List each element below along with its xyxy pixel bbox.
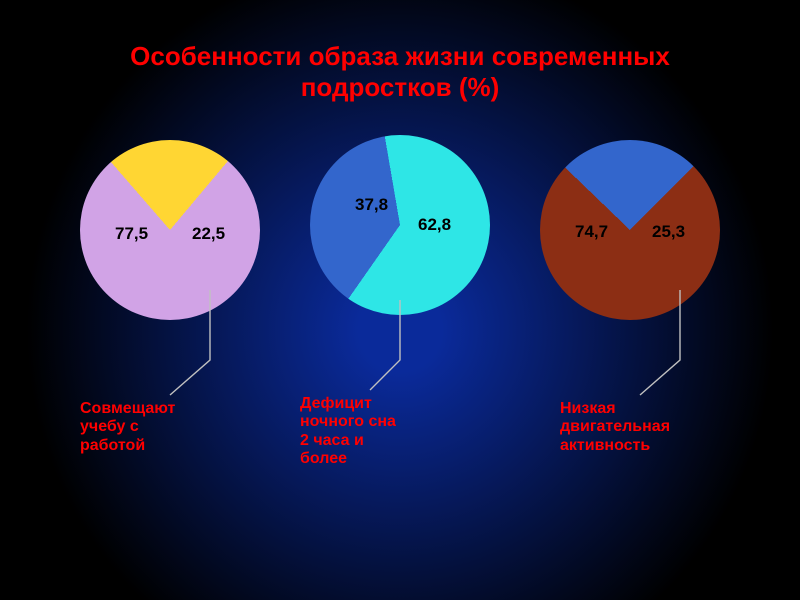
pie-chart: 37,8 62,8 [310,135,490,315]
pie-slice-label: 25,3 [652,222,685,242]
pie [80,140,260,320]
callout-text: Совмещают учебу с работой [80,400,175,455]
pie-slice-label: 62,8 [418,215,451,235]
slide-title: Особенности образа жизни современных под… [0,41,800,103]
slide: Особенности образа жизни современных под… [0,0,800,600]
pie [540,140,720,320]
pie [310,135,490,315]
pie-slice-label: 22,5 [192,224,225,244]
pie-slice-label: 77,5 [115,224,148,244]
callout-text: Дефицит ночного сна 2 часа и более [300,395,396,469]
callout-text: Низкая двигательная активность [560,400,670,455]
pie-chart: 74,7 25,3 [540,140,720,320]
pie-slice-label: 37,8 [355,195,388,215]
pie-chart: 77,5 22,5 [80,140,260,320]
pie-slice-label: 74,7 [575,222,608,242]
